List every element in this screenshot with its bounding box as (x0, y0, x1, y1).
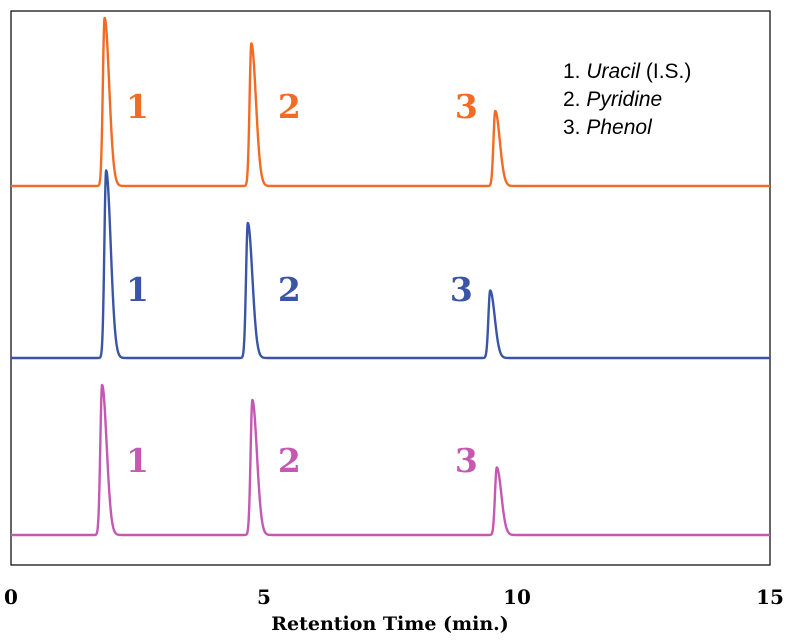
x-axis-title: Retention Time (min.) (271, 613, 509, 635)
peak-label-2-3: 3 (450, 270, 473, 309)
x-axis-ticks: 0 5 10 15 (4, 585, 784, 609)
plot-frame (10, 10, 771, 566)
legend-entry-1: 1. Uracil (I.S.) (563, 60, 691, 83)
peak-label-2-2: 2 (278, 270, 301, 309)
peak-label-3-3: 3 (455, 441, 478, 480)
x-tick-label-2: 5 (257, 585, 271, 609)
legend-entry-2: 2. Pyridine (563, 88, 662, 111)
x-tick-label-3: 10 (503, 585, 531, 609)
legend-entry-3: 3. Phenol (563, 116, 653, 139)
peak-label-1-2: 2 (278, 87, 301, 126)
peak-label-3-2: 2 (278, 441, 301, 480)
trace-line-2 (10, 169, 771, 360)
peak-label-2-1: 1 (126, 270, 149, 309)
traces (10, 16, 771, 537)
x-tick-label-1: 0 (4, 585, 18, 609)
trace-line-3 (10, 383, 771, 537)
peak-label-3-1: 1 (126, 441, 149, 480)
x-tick-label-4: 15 (756, 585, 784, 609)
legend: 1. Uracil (I.S.) 2. Pyridine 3. Phenol (563, 60, 691, 139)
peak-labels: 1 2 3 1 2 3 1 2 3 (126, 87, 478, 480)
trace-line-1 (10, 16, 771, 188)
peak-label-1-1: 1 (126, 87, 149, 126)
peak-label-1-3: 3 (455, 87, 478, 126)
